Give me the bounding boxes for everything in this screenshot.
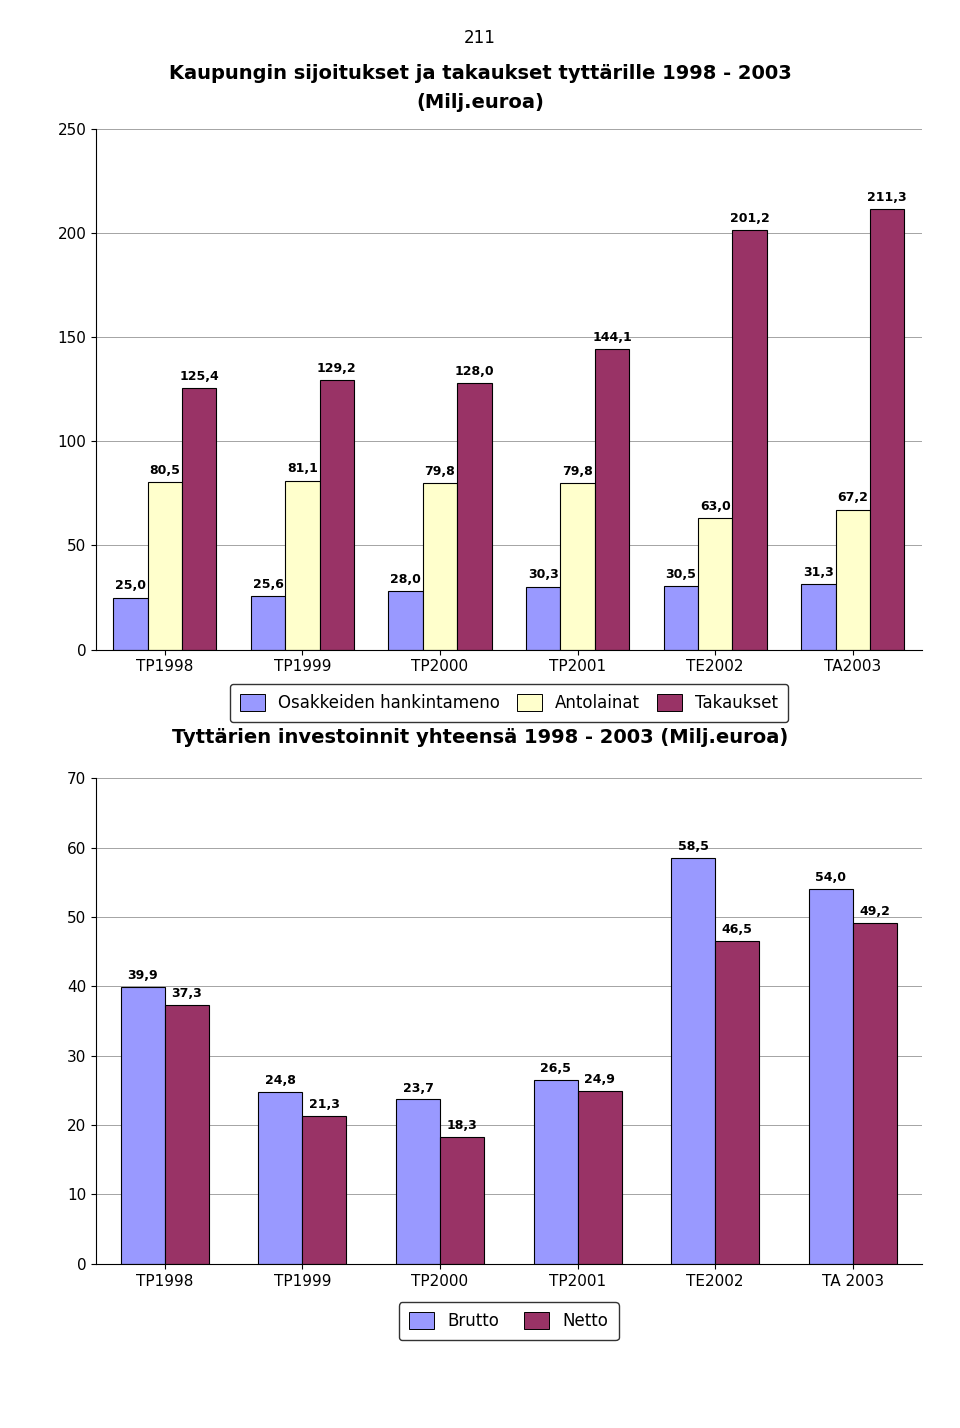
Bar: [732, 230, 767, 650]
Bar: [835, 510, 870, 650]
Bar: [802, 584, 835, 650]
Bar: [258, 1092, 302, 1264]
Text: 54,0: 54,0: [815, 871, 847, 884]
Text: 31,3: 31,3: [803, 567, 834, 580]
Text: 129,2: 129,2: [317, 363, 356, 376]
Bar: [671, 858, 715, 1264]
Text: 67,2: 67,2: [837, 491, 868, 504]
Bar: [808, 890, 852, 1264]
Text: 81,1: 81,1: [287, 463, 318, 476]
Bar: [852, 922, 897, 1264]
Bar: [251, 597, 285, 650]
Text: 211: 211: [464, 29, 496, 47]
Text: 63,0: 63,0: [700, 500, 731, 513]
Bar: [389, 591, 422, 650]
Text: 23,7: 23,7: [402, 1081, 433, 1094]
Text: Kaupungin sijoitukset ja takaukset tyttärille 1998 - 2003: Kaupungin sijoitukset ja takaukset tyttä…: [169, 64, 791, 83]
Legend: Brutto, Netto: Brutto, Netto: [399, 1302, 618, 1341]
Text: 80,5: 80,5: [150, 464, 180, 477]
Text: 21,3: 21,3: [309, 1098, 340, 1111]
Bar: [526, 587, 561, 650]
Text: 128,0: 128,0: [455, 364, 494, 377]
Bar: [663, 585, 698, 650]
Text: 26,5: 26,5: [540, 1062, 571, 1075]
Bar: [457, 383, 492, 650]
Text: (Milj.euroa): (Milj.euroa): [416, 93, 544, 111]
Text: 18,3: 18,3: [446, 1120, 477, 1132]
Text: 24,9: 24,9: [585, 1074, 615, 1087]
Bar: [578, 1091, 622, 1264]
Text: 201,2: 201,2: [730, 211, 770, 226]
Bar: [285, 481, 320, 650]
Text: 30,5: 30,5: [665, 568, 696, 581]
Text: 24,8: 24,8: [265, 1074, 296, 1087]
Text: 49,2: 49,2: [859, 905, 890, 918]
Bar: [422, 483, 457, 650]
Bar: [534, 1080, 578, 1264]
Text: 28,0: 28,0: [390, 573, 421, 585]
Bar: [595, 350, 629, 650]
Text: 144,1: 144,1: [592, 331, 632, 344]
Bar: [561, 483, 595, 650]
Bar: [148, 481, 182, 650]
Bar: [165, 1005, 209, 1264]
Bar: [302, 1117, 347, 1264]
Text: 125,4: 125,4: [180, 370, 219, 383]
Text: 211,3: 211,3: [868, 191, 907, 204]
Bar: [320, 380, 354, 650]
Bar: [870, 210, 904, 650]
Text: 79,8: 79,8: [563, 466, 593, 478]
Text: 25,0: 25,0: [115, 580, 146, 593]
Text: 30,3: 30,3: [528, 568, 559, 581]
Text: Tyttärien investoinnit yhteensä 1998 - 2003 (Milj.euroa): Tyttärien investoinnit yhteensä 1998 - 2…: [172, 728, 788, 747]
Bar: [396, 1100, 440, 1264]
Text: 37,3: 37,3: [172, 987, 203, 1000]
Bar: [121, 987, 165, 1264]
Text: 46,5: 46,5: [722, 924, 753, 937]
Legend: Osakkeiden hankintameno, Antolainat, Takaukset: Osakkeiden hankintameno, Antolainat, Tak…: [229, 684, 788, 723]
Bar: [113, 597, 148, 650]
Bar: [440, 1137, 484, 1264]
Text: 25,6: 25,6: [252, 578, 283, 591]
Bar: [715, 941, 759, 1264]
Bar: [182, 388, 216, 650]
Text: 79,8: 79,8: [424, 466, 455, 478]
Bar: [698, 518, 732, 650]
Text: 39,9: 39,9: [128, 970, 158, 982]
Text: 58,5: 58,5: [678, 840, 708, 853]
